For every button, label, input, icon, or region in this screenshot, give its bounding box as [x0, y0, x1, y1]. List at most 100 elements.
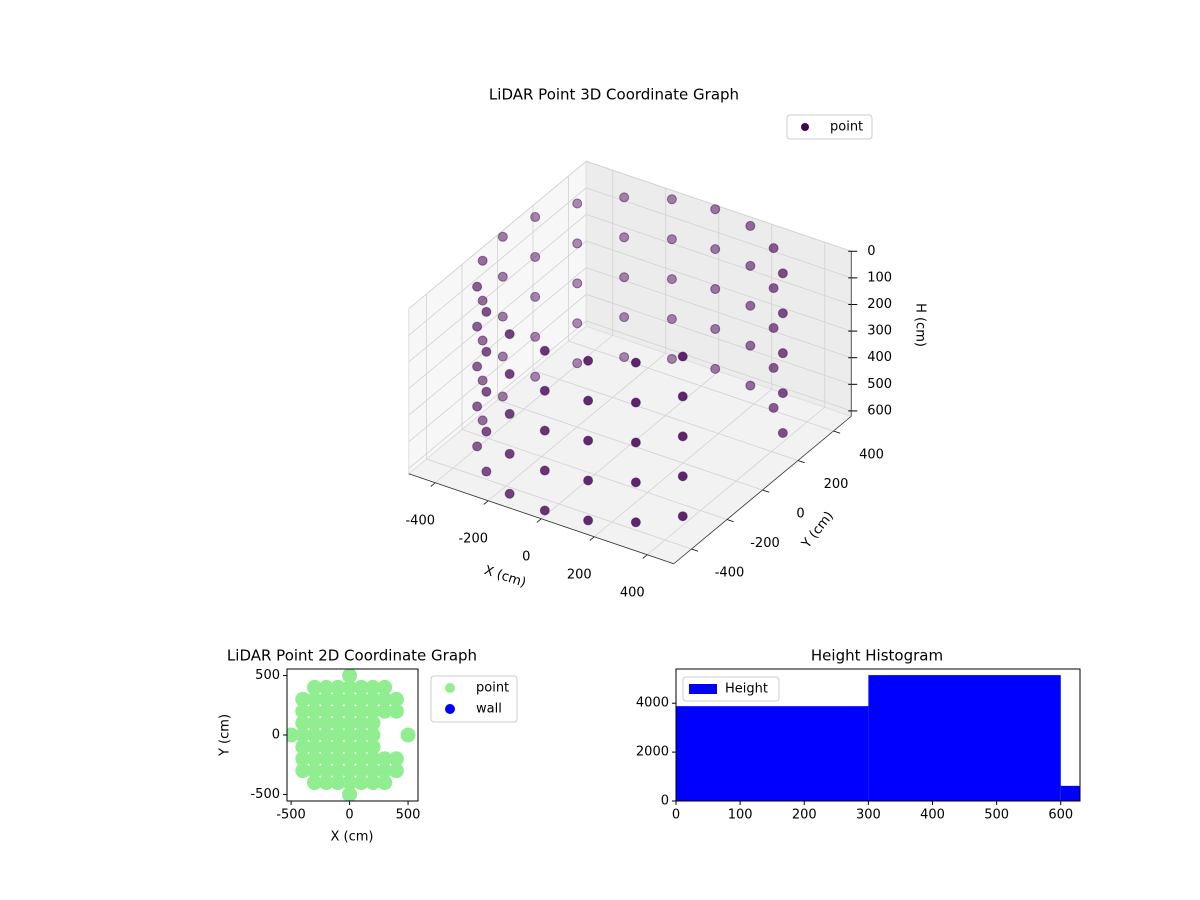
point [477, 375, 488, 386]
point [583, 355, 594, 366]
point [504, 408, 515, 419]
point [539, 385, 550, 396]
point [318, 739, 334, 755]
point [630, 357, 641, 368]
point [365, 763, 381, 779]
point [388, 751, 404, 767]
point [481, 426, 492, 437]
point [497, 391, 508, 402]
point [666, 314, 677, 325]
point [330, 703, 346, 719]
y-tick-label: 400 [859, 448, 884, 463]
point [768, 362, 779, 373]
point [365, 775, 381, 791]
point [572, 318, 583, 329]
point [472, 441, 483, 452]
point [342, 703, 358, 719]
point [619, 192, 630, 203]
point [306, 775, 322, 791]
y-tick-label: 0 [661, 794, 669, 809]
point [342, 679, 358, 695]
point [330, 751, 346, 767]
point [365, 679, 381, 695]
tick-mark [430, 482, 436, 487]
point [530, 371, 541, 382]
tick-mark [642, 554, 648, 559]
z-tick-label: 400 [867, 350, 892, 365]
point [481, 466, 492, 477]
point [342, 727, 358, 743]
point [477, 415, 488, 426]
grid-line [408, 240, 587, 389]
z-tick-label: 0 [867, 244, 875, 259]
point [353, 763, 369, 779]
x-tick-label: 200 [567, 567, 592, 582]
y-tick-label: 200 [824, 477, 849, 492]
chart-title: Height Histogram [811, 647, 943, 665]
grid-line [568, 340, 834, 432]
point [388, 703, 404, 719]
x-tick-label: 300 [856, 808, 881, 823]
chart-3d: -400 -200 0 200 400 -400 -200 0 200 400 0 100 200 300… [405, 86, 927, 601]
x-tick-label: 500 [984, 808, 1009, 823]
x-tick-label: 500 [396, 808, 421, 823]
grid-line [408, 187, 587, 336]
tick-mark [589, 536, 595, 541]
point [583, 395, 594, 406]
tick-mark [483, 500, 489, 505]
legend-box [786, 114, 873, 140]
y-tick-label: 0 [796, 507, 804, 522]
point [353, 703, 369, 719]
point [619, 232, 630, 243]
point [666, 353, 677, 364]
point [295, 715, 311, 731]
x-tick-label: 400 [620, 585, 645, 600]
y-tick-label: -500 [250, 787, 280, 802]
point [745, 220, 756, 231]
point [777, 348, 788, 359]
point [477, 335, 488, 346]
point [710, 244, 721, 255]
plot-area [287, 669, 416, 801]
y-tick-label: 0 [272, 728, 280, 743]
point [481, 306, 492, 317]
point [572, 198, 583, 209]
grid-line [586, 267, 852, 359]
point [481, 346, 492, 357]
point [330, 679, 346, 695]
point [306, 679, 322, 695]
point [677, 471, 688, 482]
grid-line [408, 294, 587, 443]
grid-line [586, 214, 852, 305]
bar [676, 706, 869, 801]
legend-label: point [476, 681, 509, 696]
point [497, 271, 508, 282]
point [630, 517, 641, 528]
point [497, 351, 508, 362]
point [318, 751, 334, 767]
x-tick-label: -500 [276, 808, 306, 823]
y-axis-line [673, 415, 852, 565]
x-tick-label: 200 [792, 808, 817, 823]
point [295, 739, 311, 755]
point [353, 715, 369, 731]
point [619, 352, 630, 363]
point [365, 739, 381, 755]
legend-marker [445, 704, 455, 714]
x-tick-label: 400 [920, 808, 945, 823]
point [318, 775, 334, 791]
z-tick-label: 500 [867, 377, 892, 392]
point [504, 329, 515, 340]
point [666, 274, 677, 285]
point [710, 204, 721, 215]
point [365, 751, 381, 767]
point [666, 234, 677, 245]
grid-line [408, 267, 587, 416]
point [677, 511, 688, 522]
point [572, 278, 583, 289]
point [745, 300, 756, 311]
point [619, 272, 630, 283]
point [400, 727, 416, 743]
tick-mark [797, 460, 805, 464]
